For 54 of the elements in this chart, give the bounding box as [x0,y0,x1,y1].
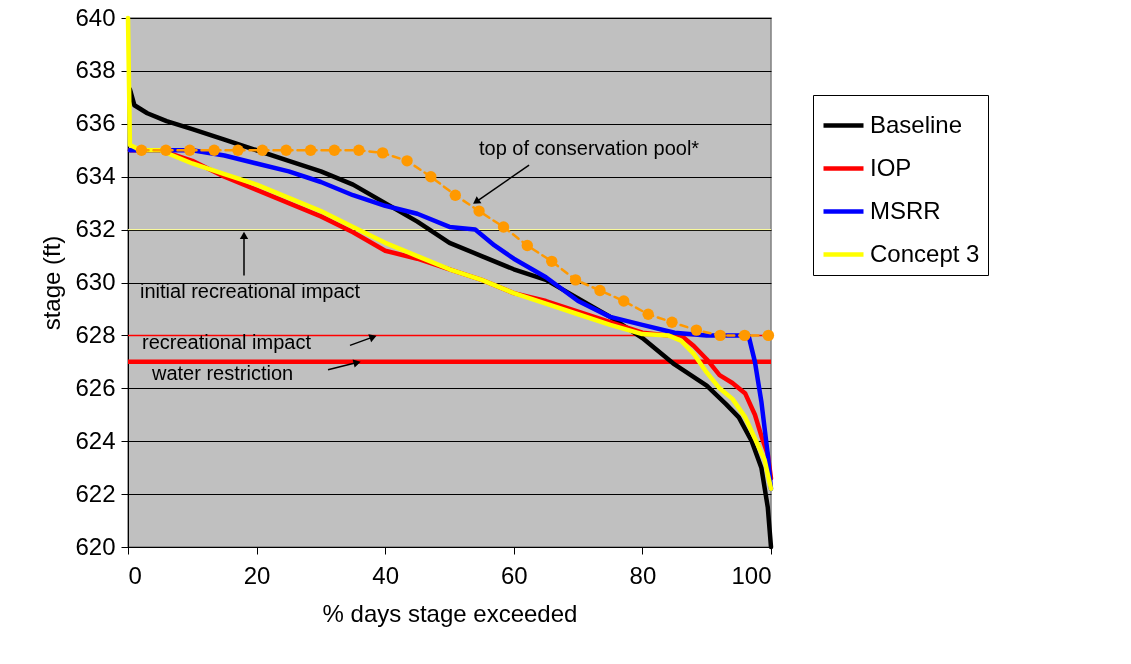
ref-line-label: water restriction [151,361,294,384]
point [594,284,606,297]
point [569,274,582,286]
x-tick-label: 20 [243,561,271,589]
point [425,171,437,183]
point [135,144,148,156]
x-tick-label: 80 [629,561,657,589]
point [184,144,196,156]
y-tick-label: 636 [75,109,116,137]
y-tick-label: 638 [75,56,116,84]
point [401,155,413,167]
point [353,144,365,156]
ref-line-label: initial recreational impact [140,279,361,302]
point [497,221,510,233]
point [232,144,244,156]
point [328,144,341,156]
point [738,329,751,342]
annotation: top of conservation pool* [479,137,700,160]
y-tick-label: 620 [75,532,116,560]
x-axis-title: % days stage exceeded [322,599,578,627]
point [376,147,389,159]
x-tick-label: 0 [128,561,142,589]
point [449,189,461,201]
point [618,295,630,307]
point [473,205,485,217]
y-tick-label: 628 [75,320,116,348]
y-tick-label: 622 [75,479,116,507]
legend-label: IOP [870,153,912,181]
point [208,144,220,156]
point [160,144,172,156]
y-axis-title: stage (ft) [38,235,66,331]
y-tick-label: 624 [75,426,116,454]
legend-label: MSRR [870,196,941,224]
ref-line-label: recreational impact [142,331,312,354]
x-tick-label: 40 [372,561,400,589]
point [304,144,317,156]
point [546,255,558,268]
legend-label: Baseline [870,110,963,138]
point [690,324,703,336]
point [762,329,775,342]
point [642,308,654,320]
y-tick-label: 640 [75,3,116,31]
x-tick-label: 60 [500,561,528,589]
y-tick-label: 632 [75,215,116,243]
point [256,144,269,156]
point [666,316,678,328]
y-tick-label: 630 [75,268,116,295]
point [280,144,292,156]
point [714,329,726,342]
point [521,239,533,252]
y-tick-label: 634 [75,162,116,190]
x-tick-label: 100 [731,561,772,589]
legend-label: Concept 3 [870,239,980,267]
y-tick-label: 626 [75,373,116,401]
